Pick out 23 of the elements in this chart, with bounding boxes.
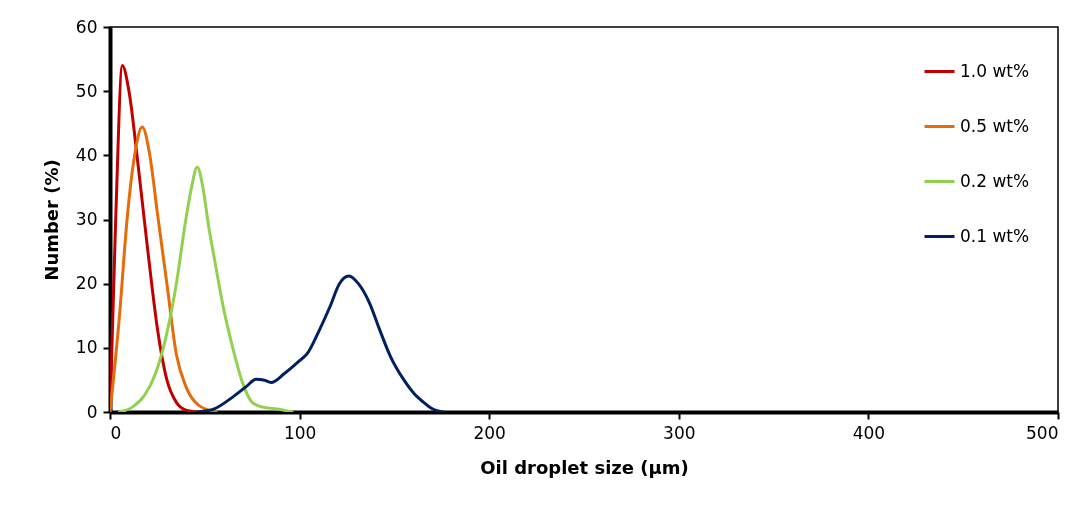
y-tick-label: 0 — [86, 401, 98, 422]
x-tick-label: 500 — [1026, 422, 1059, 443]
y-tick-label: 10 — [75, 337, 98, 358]
x-tick-label: 200 — [473, 422, 506, 443]
x-tick-label: 300 — [663, 422, 696, 443]
legend-label: 0.1 wt% — [960, 225, 1030, 246]
y-tick-label: 40 — [75, 144, 98, 165]
legend-label: 1.0 wt% — [960, 60, 1030, 81]
y-tick-label: 60 — [75, 16, 98, 37]
x-tick-label: 0 — [110, 422, 122, 443]
line-series — [110, 125, 218, 412]
y-tick-label: 20 — [75, 273, 98, 294]
y-axis-title: Number (%) — [40, 159, 62, 281]
line-series — [195, 274, 446, 412]
y-tick-label: 30 — [75, 209, 98, 229]
y-tick-label: 50 — [75, 80, 98, 101]
x-axis-title: Oil droplet size (μm) — [480, 456, 689, 478]
legend-label: 0.5 wt% — [960, 115, 1030, 136]
line-series — [117, 165, 294, 412]
line-series — [110, 64, 199, 412]
x-tick-label: 100 — [283, 422, 317, 443]
x-tick-label: 400 — [852, 422, 886, 443]
legend-label: 0.2 wt% — [960, 170, 1030, 191]
